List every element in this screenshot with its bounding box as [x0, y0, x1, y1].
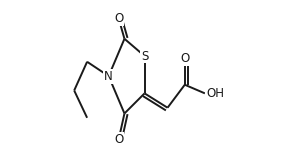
Text: OH: OH	[206, 87, 224, 100]
Text: O: O	[114, 133, 123, 146]
Text: S: S	[141, 49, 148, 63]
Text: O: O	[114, 12, 123, 25]
Text: N: N	[104, 70, 113, 83]
Text: O: O	[180, 52, 190, 65]
